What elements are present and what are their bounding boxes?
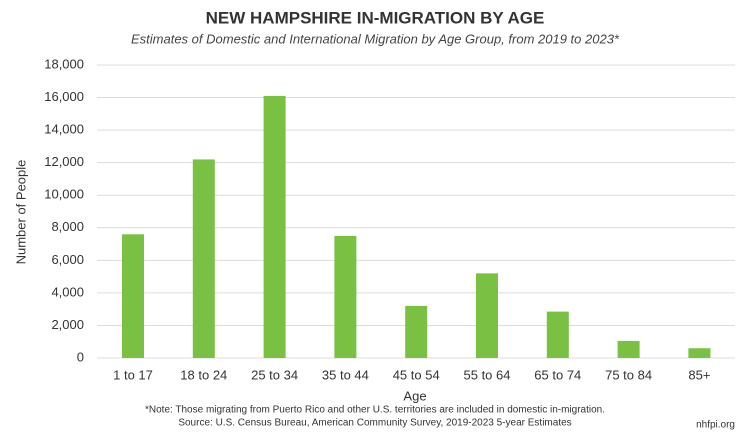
bar bbox=[617, 340, 640, 358]
x-tick-label: 75 to 84 bbox=[605, 367, 652, 382]
x-tick-label: 55 to 64 bbox=[464, 367, 511, 382]
y-tick-label: 16,000 bbox=[44, 89, 84, 104]
credit: nhfpi.org bbox=[696, 420, 735, 431]
source: Source: U.S. Census Bureau, American Com… bbox=[178, 418, 571, 429]
bar bbox=[263, 95, 286, 358]
bar bbox=[546, 311, 569, 358]
y-axis-label: Number of People bbox=[13, 160, 28, 265]
bar bbox=[122, 234, 144, 358]
note: *Note: Those migrating from Puerto Rico … bbox=[145, 405, 605, 416]
bar bbox=[192, 159, 215, 358]
y-tick-label: 6,000 bbox=[51, 252, 84, 267]
y-tick-label: 8,000 bbox=[51, 219, 84, 234]
y-tick-label: 4,000 bbox=[51, 284, 84, 299]
y-tick-label: 14,000 bbox=[44, 122, 84, 137]
bar bbox=[405, 305, 428, 358]
chart-title: NEW HAMPSHIRE IN-MIGRATION BY AGE bbox=[206, 8, 545, 27]
bar bbox=[334, 235, 357, 358]
x-tick-label: 65 to 74 bbox=[534, 367, 581, 382]
x-tick-label: 1 to 17 bbox=[113, 367, 153, 382]
bar bbox=[688, 348, 711, 358]
y-tick-label: 2,000 bbox=[51, 317, 84, 332]
x-tick-label: 35 to 44 bbox=[322, 367, 369, 382]
y-tick-label: 10,000 bbox=[44, 187, 84, 202]
x-tick-label: 85+ bbox=[688, 367, 710, 382]
x-tick-label: 18 to 24 bbox=[180, 367, 227, 382]
bar bbox=[476, 273, 498, 358]
y-tick-label: 12,000 bbox=[44, 154, 84, 169]
x-tick-label: 45 to 54 bbox=[393, 367, 440, 382]
y-tick-label: 18,000 bbox=[44, 56, 84, 71]
y-tick-label: 0 bbox=[77, 349, 84, 364]
x-axis-label: Age bbox=[403, 388, 426, 403]
chart-subtitle: Estimates of Domestic and International … bbox=[131, 31, 620, 46]
x-tick-label: 25 to 34 bbox=[251, 367, 298, 382]
